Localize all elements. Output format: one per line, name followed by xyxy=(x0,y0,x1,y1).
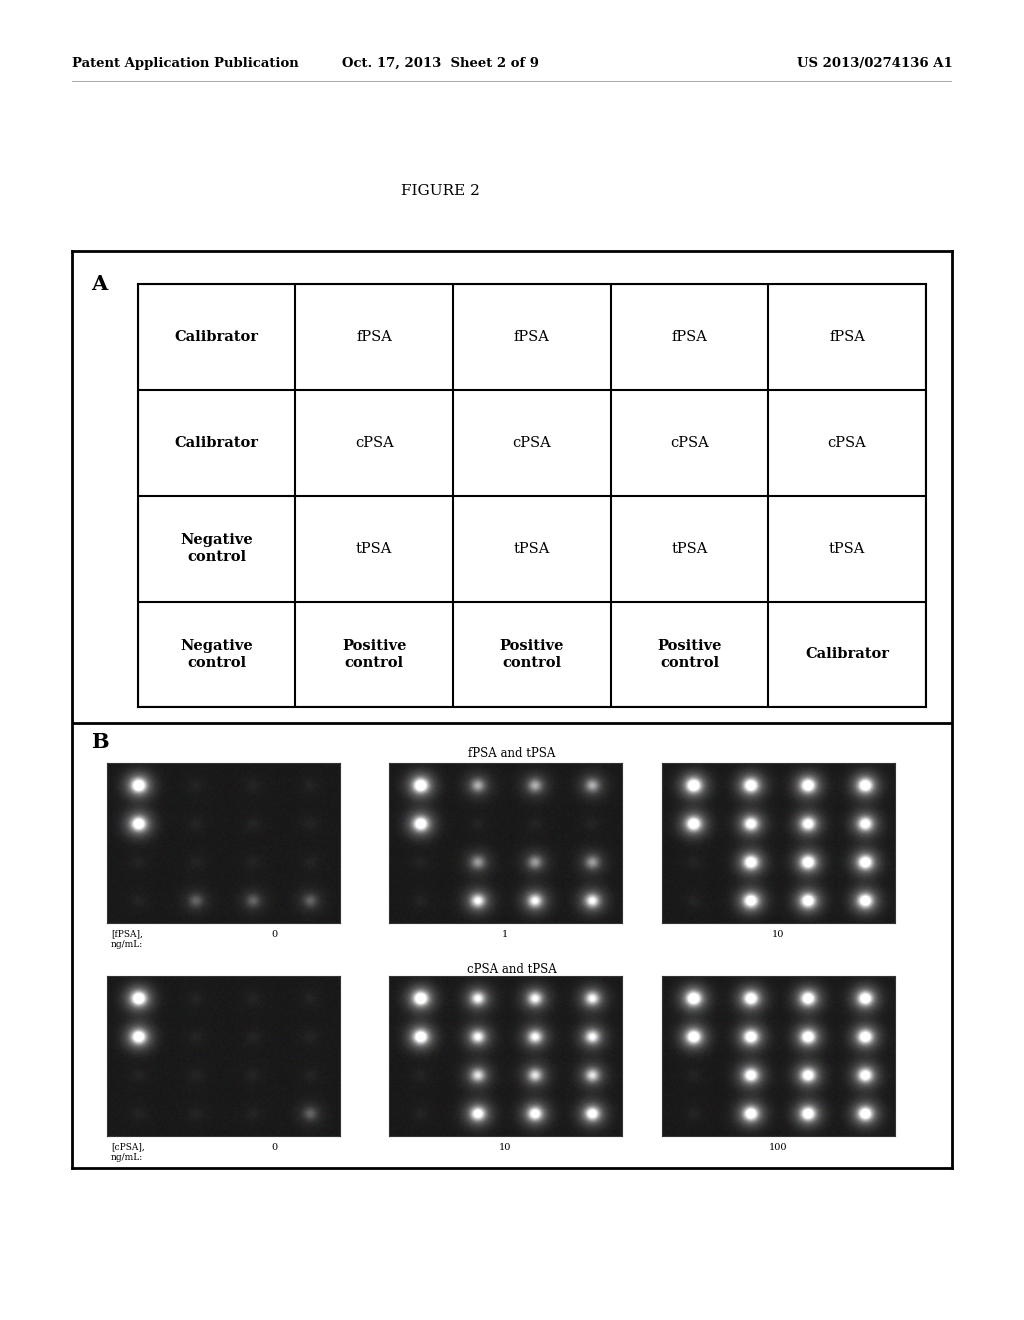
Text: Calibrator: Calibrator xyxy=(805,648,889,661)
Text: 1: 1 xyxy=(502,929,509,939)
Text: Positive
control: Positive control xyxy=(500,639,564,669)
Text: tPSA: tPSA xyxy=(356,541,392,556)
Text: cPSA: cPSA xyxy=(827,436,866,450)
Text: tPSA: tPSA xyxy=(828,541,865,556)
Text: 10: 10 xyxy=(772,929,784,939)
Text: Negative
control: Negative control xyxy=(180,639,253,669)
Text: tPSA: tPSA xyxy=(672,541,708,556)
Text: cPSA: cPSA xyxy=(354,436,393,450)
Text: [cPSA],
ng/mL:: [cPSA], ng/mL: xyxy=(111,1143,144,1162)
Text: A: A xyxy=(91,273,108,294)
Text: 100: 100 xyxy=(769,1143,787,1151)
Text: fPSA and tPSA: fPSA and tPSA xyxy=(468,747,556,760)
Text: US 2013/0274136 A1: US 2013/0274136 A1 xyxy=(797,57,952,70)
Text: Positive
control: Positive control xyxy=(657,639,722,669)
Text: Positive
control: Positive control xyxy=(342,639,407,669)
Text: Calibrator: Calibrator xyxy=(174,330,258,343)
Text: Negative
control: Negative control xyxy=(180,533,253,564)
Text: fPSA: fPSA xyxy=(514,330,550,343)
Text: cPSA: cPSA xyxy=(512,436,551,450)
Text: fPSA: fPSA xyxy=(829,330,865,343)
Text: 10: 10 xyxy=(500,1143,512,1151)
Text: FIGURE 2: FIGURE 2 xyxy=(400,185,480,198)
Text: Patent Application Publication: Patent Application Publication xyxy=(72,57,298,70)
Text: B: B xyxy=(91,733,109,752)
Text: 0: 0 xyxy=(271,929,278,939)
Text: Calibrator: Calibrator xyxy=(174,436,258,450)
Text: cPSA and tPSA: cPSA and tPSA xyxy=(467,962,557,975)
Text: cPSA: cPSA xyxy=(670,436,709,450)
Text: Oct. 17, 2013  Sheet 2 of 9: Oct. 17, 2013 Sheet 2 of 9 xyxy=(342,57,539,70)
Text: fPSA: fPSA xyxy=(356,330,392,343)
Text: [fPSA],
ng/mL:: [fPSA], ng/mL: xyxy=(111,929,143,949)
Text: tPSA: tPSA xyxy=(514,541,550,556)
Text: 0: 0 xyxy=(271,1143,278,1151)
Text: fPSA: fPSA xyxy=(672,330,708,343)
